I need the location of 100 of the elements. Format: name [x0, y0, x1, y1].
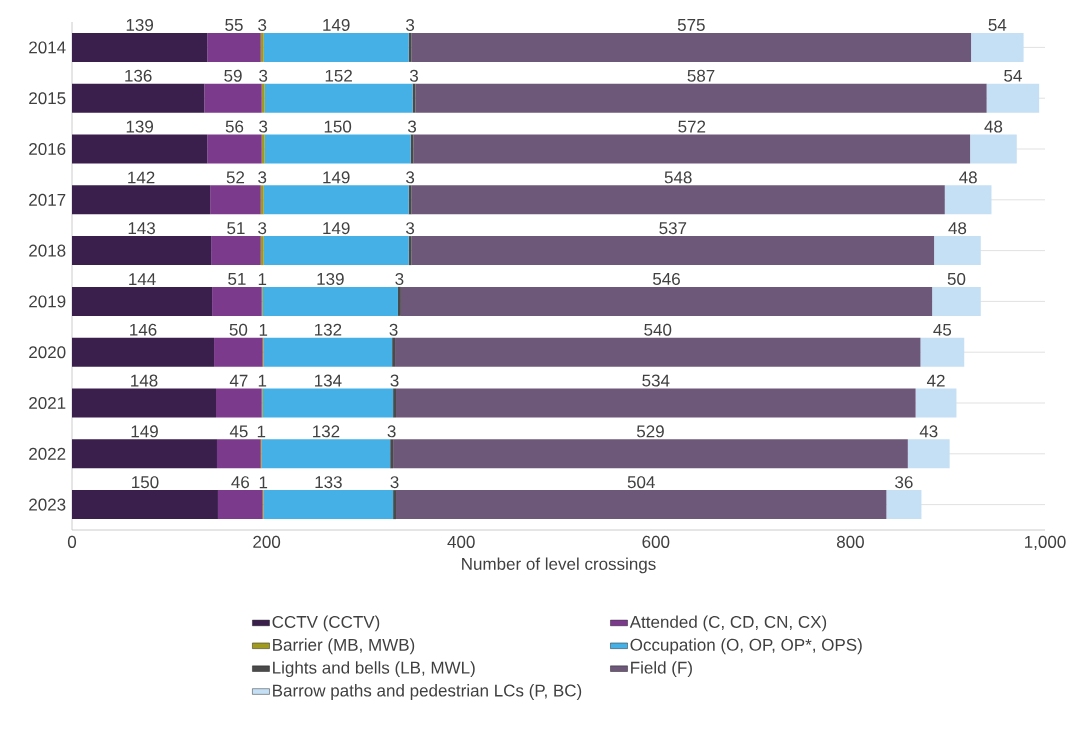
- bar: [214, 337, 263, 367]
- data-label: 148: [131, 374, 158, 387]
- y-tick-label: 2018: [29, 244, 66, 257]
- bar: [907, 439, 950, 469]
- bar: [262, 286, 398, 316]
- data-label: 3: [406, 18, 415, 31]
- data-label: 51: [228, 273, 246, 285]
- x-tick-label: 0: [67, 535, 77, 548]
- bar: [408, 236, 412, 266]
- bar: [260, 32, 264, 62]
- bar: [392, 337, 396, 367]
- data-label: 132: [313, 425, 340, 438]
- data-label: 1: [257, 425, 266, 438]
- data-label: 142: [128, 171, 155, 184]
- data-label: 1: [258, 374, 267, 387]
- x-tick-label: 400: [447, 535, 475, 548]
- data-label: 3: [406, 222, 415, 235]
- bar: [986, 83, 1040, 113]
- bar: [393, 490, 397, 520]
- data-label: 3: [407, 120, 417, 133]
- data-label: 152: [325, 69, 352, 82]
- data-label: 3: [389, 323, 398, 336]
- bar: [397, 286, 401, 316]
- bar: [971, 32, 1024, 62]
- bar: [72, 337, 215, 367]
- bar: [261, 134, 265, 164]
- data-label: 3: [395, 272, 404, 285]
- data-label: 3: [258, 222, 267, 235]
- data-label: 3: [390, 476, 399, 489]
- x-tick-label: 600: [642, 535, 670, 548]
- data-label: 504: [627, 476, 655, 489]
- data-label: 59: [224, 69, 242, 82]
- bar: [396, 388, 916, 418]
- bar: [217, 490, 263, 520]
- data-label: 534: [642, 374, 670, 387]
- data-label: 150: [324, 120, 352, 133]
- data-label: 146: [130, 323, 157, 336]
- data-label: 139: [317, 272, 344, 285]
- data-label: 48: [959, 171, 977, 184]
- bar: [262, 388, 394, 418]
- bar: [415, 83, 987, 113]
- bar: [920, 337, 965, 367]
- data-label: 3: [258, 18, 267, 31]
- y-tick-label: 2016: [29, 142, 66, 156]
- data-label: 50: [229, 323, 248, 336]
- bar: [72, 439, 217, 469]
- bar: [264, 134, 411, 164]
- y-tick-label: 2022: [29, 447, 66, 460]
- data-label: 56: [225, 120, 244, 133]
- bar: [263, 236, 409, 266]
- y-tick-label: 2021: [29, 396, 66, 410]
- bar: [204, 83, 262, 113]
- bar: [408, 185, 412, 215]
- bar: [934, 236, 981, 266]
- data-label: 546: [653, 272, 680, 285]
- data-label: 45: [933, 323, 952, 336]
- data-label: 139: [126, 18, 154, 31]
- data-label: 3: [258, 171, 267, 184]
- bar: [72, 236, 212, 266]
- data-label: 575: [677, 19, 705, 31]
- data-label: 133: [315, 476, 342, 489]
- legend-label: Lights and bells (LB, MWL): [273, 661, 475, 678]
- legend-label: Occupation (O, OP, OP*, OPS): [630, 638, 862, 655]
- data-label: 529: [636, 425, 664, 438]
- bar: [261, 83, 265, 113]
- data-label: 52: [226, 171, 245, 184]
- bar: [970, 134, 1017, 164]
- data-label: 3: [409, 69, 418, 82]
- bar: [260, 185, 264, 215]
- data-label: 139: [126, 120, 154, 133]
- legend-label: Barrow paths and pedestrian LCs (P, BC): [273, 684, 582, 700]
- bar: [393, 388, 397, 418]
- bar: [411, 32, 972, 62]
- data-label: 54: [988, 19, 1007, 31]
- bar: [72, 83, 205, 113]
- x-tick-label: 800: [836, 535, 864, 548]
- y-tick-label: 2020: [29, 346, 66, 359]
- bar: [72, 388, 217, 418]
- bar: [886, 490, 922, 520]
- y-tick-label: 2015: [29, 92, 66, 105]
- bar: [72, 32, 208, 62]
- data-label: 48: [948, 222, 967, 235]
- bar: [264, 83, 413, 113]
- data-label: 47: [229, 374, 248, 387]
- bar: [410, 134, 414, 164]
- data-label: 149: [323, 171, 350, 184]
- data-label: 1: [258, 273, 267, 285]
- data-label: 150: [132, 476, 159, 489]
- bar: [216, 439, 261, 469]
- data-label: 149: [323, 18, 350, 31]
- data-label: 587: [687, 69, 715, 82]
- bar: [408, 32, 412, 62]
- bar: [413, 134, 971, 164]
- y-tick-label: 2014: [29, 41, 66, 54]
- data-label: 55: [225, 19, 243, 31]
- bar: [210, 185, 261, 215]
- data-label: 45: [229, 425, 248, 438]
- data-label: 3: [259, 69, 268, 82]
- bar: [400, 286, 933, 316]
- bar: [72, 490, 218, 520]
